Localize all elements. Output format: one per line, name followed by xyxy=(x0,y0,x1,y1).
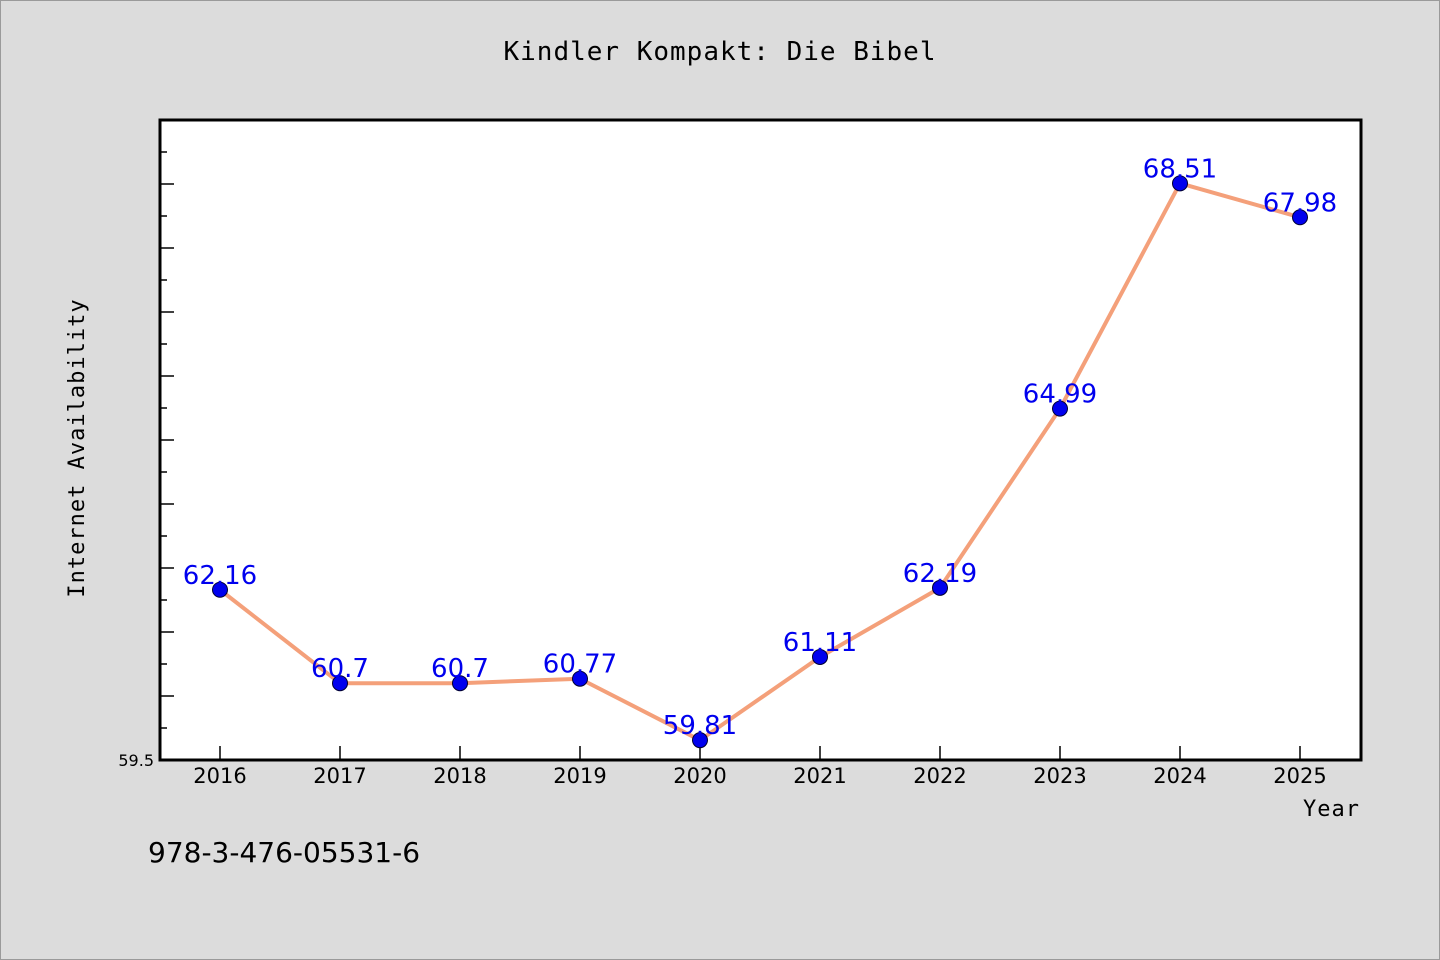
x-tick-label: 2021 xyxy=(793,764,846,788)
y-tick-label: 59.5 xyxy=(118,751,154,770)
plot-border xyxy=(158,118,1363,762)
x-tick-label: 2023 xyxy=(1033,764,1086,788)
x-tick-label: 2022 xyxy=(913,764,966,788)
data-label: 60.7 xyxy=(311,654,369,684)
chart-title: Kindler Kompakt: Die Bibel xyxy=(504,37,937,67)
data-point xyxy=(452,675,468,692)
data-point xyxy=(332,675,348,692)
data-point xyxy=(812,648,828,665)
data-point xyxy=(932,579,948,596)
x-tick-label: 2018 xyxy=(433,764,486,788)
data-label: 60.77 xyxy=(543,650,617,680)
data-label: 62.16 xyxy=(183,561,257,591)
data-label: 62.19 xyxy=(903,559,977,589)
data-label: 67.98 xyxy=(1263,188,1337,218)
data-label: 60.7 xyxy=(431,654,489,684)
series-layer: 62.16 60.7 60.7 60.77 59.81 61.11 62.19 64.99 68… xyxy=(183,154,1337,749)
x-tick-label: 2017 xyxy=(313,764,366,788)
data-point xyxy=(1292,209,1308,226)
x-axis-label: Year xyxy=(1303,797,1360,822)
data-point xyxy=(572,670,588,687)
x-tick-label: 2025 xyxy=(1273,764,1326,788)
data-label: 68.51 xyxy=(1143,154,1217,184)
series-line xyxy=(218,181,1301,743)
x-tick-label: 2020 xyxy=(673,764,726,788)
x-axis-ticks: 2016 2017 2018 2019 2020 2021 2022 2023 2024 2025 xyxy=(193,746,1327,788)
plot-area xyxy=(160,120,1361,760)
data-label: 64.99 xyxy=(1023,380,1097,410)
data-point xyxy=(1052,400,1068,417)
data-point xyxy=(692,732,708,749)
data-point xyxy=(1172,175,1188,192)
x-tick-label: 2016 xyxy=(193,764,246,788)
isbn-footnote: 978-3-476-05531-6 xyxy=(148,836,420,869)
x-tick-label: 2024 xyxy=(1153,764,1206,788)
y-axis-label: Internet Availability xyxy=(65,298,90,597)
data-point xyxy=(212,581,228,598)
x-tick-label: 2019 xyxy=(553,764,606,788)
data-label: 59.81 xyxy=(663,711,737,741)
data-label: 61.11 xyxy=(783,628,857,658)
